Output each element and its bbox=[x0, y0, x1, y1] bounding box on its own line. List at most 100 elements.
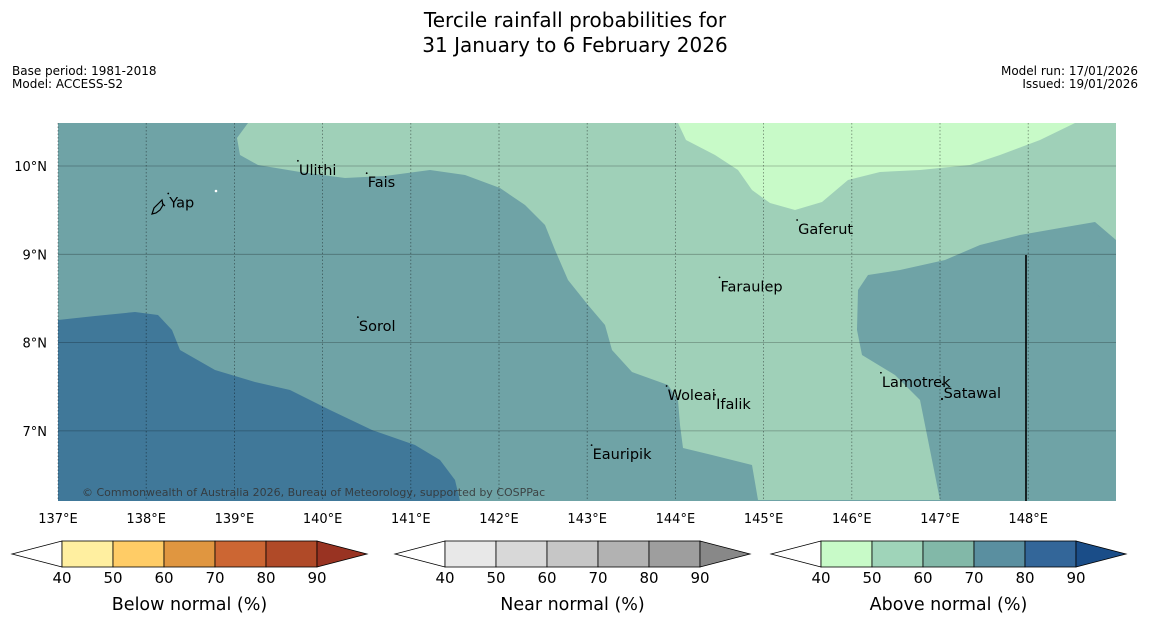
colorbar-segment bbox=[546, 540, 599, 568]
place-label: Ifalik bbox=[716, 397, 751, 413]
place-lamotrek: Lamotrek bbox=[880, 371, 951, 391]
colorbar-tick-label: 60 bbox=[537, 569, 556, 587]
map-title: Tercile rainfall probabilities for 31 Ja… bbox=[0, 8, 1150, 58]
colorbar-segment bbox=[973, 540, 1026, 568]
place-satawal: Satawal bbox=[941, 383, 1001, 402]
longitude-label: 140°E bbox=[303, 512, 343, 527]
yap-island-icon bbox=[151, 198, 166, 215]
colorbar-tick-label: 60 bbox=[154, 569, 173, 587]
colorbar-tick-label: 90 bbox=[690, 569, 709, 587]
colorbar-extend-high bbox=[699, 540, 752, 568]
place-label: Ulithi bbox=[299, 163, 337, 179]
region-70-80 bbox=[58, 312, 460, 501]
place-label: Gaferut bbox=[798, 222, 853, 238]
colorbar-segment bbox=[495, 540, 548, 568]
longitude-label: 142°E bbox=[479, 512, 519, 527]
title-line-1: Tercile rainfall probabilities for bbox=[423, 8, 727, 32]
colorbar-title: Below normal (%) bbox=[112, 595, 267, 615]
place-eauripik: Eauripik bbox=[590, 444, 652, 463]
region-60-70-east bbox=[1090, 258, 1116, 308]
place-labels: Yap Ulithi Fais Sorol Gaferut Faraulep WoleaiI… bbox=[167, 159, 1001, 463]
place-marker bbox=[796, 219, 799, 221]
colorbar-segment bbox=[163, 540, 216, 568]
title-line-2: 31 January to 6 February 2026 bbox=[422, 33, 728, 57]
colorbar-2: 40 50 60 70 80 90 Near normal (%) bbox=[393, 540, 752, 615]
place-marker bbox=[718, 276, 721, 279]
place-yap: Yap bbox=[167, 192, 194, 212]
colorbar-1: 40 50 60 70 80 90 Below normal (%) bbox=[10, 540, 369, 615]
region-40-50 bbox=[678, 123, 1075, 210]
colorbar-segment bbox=[61, 540, 114, 568]
place-label: Eauripik bbox=[593, 447, 652, 463]
longitude-label: 141°E bbox=[391, 512, 431, 527]
place-marker bbox=[590, 444, 593, 447]
place-marker bbox=[167, 192, 170, 195]
colorbar-extend-high bbox=[316, 540, 369, 568]
meta-left: Base period: 1981-2018 Model: ACCESS-S2 bbox=[12, 65, 157, 91]
latitude-label: 8°N bbox=[23, 337, 48, 352]
region-50-60 bbox=[237, 123, 1116, 500]
colorbar-segment bbox=[1024, 540, 1077, 568]
colorbar-3: 40 50 60 70 80 90 Above normal (%) bbox=[769, 540, 1128, 615]
colorbar-tick-label: 50 bbox=[862, 569, 881, 587]
longitude-label: 138°E bbox=[126, 512, 166, 527]
place-ulithi: Ulithi bbox=[297, 159, 337, 179]
colorbar-extend-low bbox=[393, 540, 446, 568]
colorbar-segment bbox=[871, 540, 924, 568]
colorbar-tick-label: 70 bbox=[588, 569, 607, 587]
place-marker bbox=[880, 371, 882, 374]
colorbar-segment bbox=[922, 540, 975, 568]
place-label: Fais bbox=[368, 175, 395, 191]
islet-dot bbox=[940, 397, 944, 401]
place-label: Lamotrek bbox=[882, 375, 951, 391]
meta-right: Model run: 17/01/2026 Issued: 19/01/2026 bbox=[1001, 65, 1138, 91]
latitude-label: 7°N bbox=[23, 425, 48, 440]
place-label: Satawal bbox=[944, 386, 1001, 402]
longitude-labels: 137°E 138°E 139°E 140°E 141°E 142°E 143°E 144°E… bbox=[38, 512, 1048, 527]
colorbar-tick-label: 70 bbox=[205, 569, 224, 587]
base-period-text: Base period: 1981-2018 bbox=[12, 64, 157, 78]
latitude-labels: 10°N 9°N 8°N 7°N bbox=[14, 160, 47, 440]
colorbars: 40 50 60 70 80 90 Below normal (%) 40 50 60 70 80 90… bbox=[10, 540, 1128, 615]
colorbar-extend-low bbox=[769, 540, 822, 568]
colorbar-segment bbox=[214, 540, 267, 568]
colorbar-segment bbox=[648, 540, 701, 568]
model-run-text: Model run: 17/01/2026 bbox=[1000, 64, 1138, 78]
place-fais: Fais bbox=[365, 172, 395, 191]
colorbar-title: Near normal (%) bbox=[500, 595, 645, 615]
map-area bbox=[58, 123, 1116, 501]
place-gaferut: Gaferut bbox=[796, 219, 853, 238]
place-label: Faraulep bbox=[721, 279, 783, 295]
colorbar-tick-label: 50 bbox=[103, 569, 122, 587]
longitude-label: 147°E bbox=[920, 512, 960, 527]
copyright-text: © Commonwealth of Australia 2026, Bureau… bbox=[82, 486, 545, 499]
longitude-label: 143°E bbox=[567, 512, 607, 527]
colorbar-tick-label: 40 bbox=[435, 569, 454, 587]
longitude-label: 145°E bbox=[744, 512, 784, 527]
place-marker bbox=[714, 393, 716, 396]
colorbar-tick-label: 40 bbox=[52, 569, 71, 587]
colorbar-tick-label: 90 bbox=[307, 569, 326, 587]
colorbar-extend-low bbox=[10, 540, 63, 568]
colorbar-segment bbox=[820, 540, 873, 568]
issued-text: Issued: 19/01/2026 bbox=[1022, 77, 1138, 91]
colorbar-tick-label: 70 bbox=[964, 569, 983, 587]
colorbar-tick-label: 40 bbox=[811, 569, 830, 587]
place-sorol: Sorol bbox=[356, 316, 396, 335]
longitude-label: 139°E bbox=[215, 512, 255, 527]
colorbar-segment bbox=[597, 540, 650, 568]
longitude-label: 137°E bbox=[38, 512, 78, 527]
colorbar-tick-label: 60 bbox=[913, 569, 932, 587]
colorbar-title: Above normal (%) bbox=[870, 595, 1028, 615]
place-ifalik: Ifalik bbox=[714, 393, 751, 413]
graticule bbox=[57, 123, 1116, 501]
colorbar-tick-label: 90 bbox=[1066, 569, 1085, 587]
place-marker bbox=[297, 159, 299, 162]
longitude-label: 148°E bbox=[1008, 512, 1048, 527]
colorbar-tick-label: 80 bbox=[1015, 569, 1034, 587]
latitude-label: 10°N bbox=[14, 160, 47, 175]
model-text: Model: ACCESS-S2 bbox=[12, 77, 124, 91]
longitude-label: 146°E bbox=[832, 512, 872, 527]
colorbar-tick-label: 80 bbox=[256, 569, 275, 587]
place-label: Sorol bbox=[359, 319, 396, 335]
